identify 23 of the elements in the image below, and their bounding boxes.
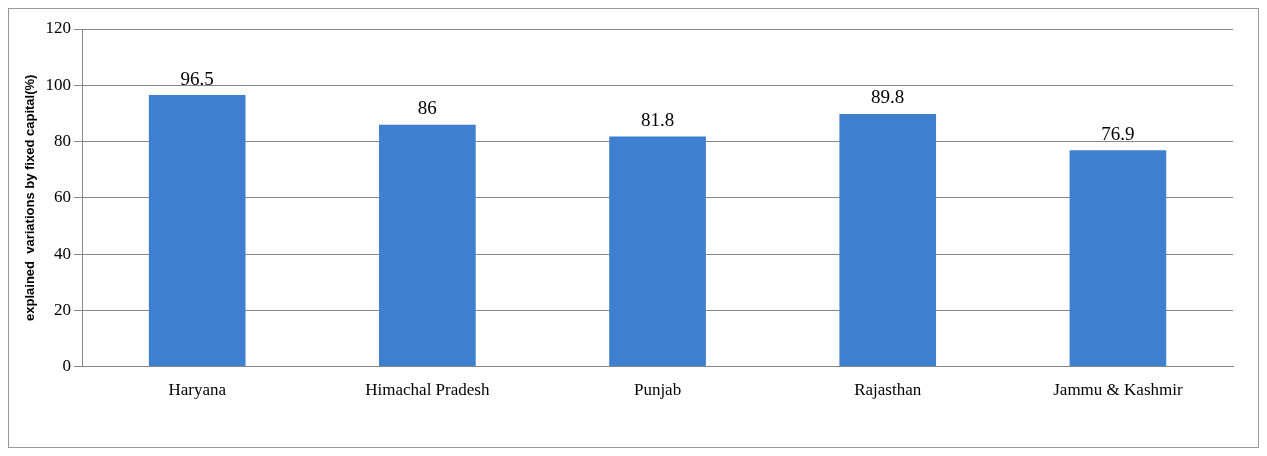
x-tick-label: Haryana	[168, 380, 227, 400]
y-tick-label: 20	[54, 299, 72, 319]
data-label: 81.8	[640, 108, 675, 130]
bar	[1069, 150, 1167, 367]
y-tick-label: 0	[62, 356, 72, 376]
x-tick-label: Punjab	[633, 380, 682, 400]
x-tick-label: Jammu & Kashmir	[1053, 380, 1183, 400]
y-tick-label: 60	[54, 187, 72, 207]
y-tick-label: 40	[54, 243, 72, 263]
bar	[379, 124, 476, 367]
y-tick-label: 120	[45, 18, 72, 38]
data-label: 76.9	[1101, 122, 1135, 144]
x-tick-label: Rajasthan	[854, 380, 922, 400]
data-label: 89.8	[871, 86, 905, 108]
bar	[839, 113, 937, 367]
x-tick-label: Himachal Pradesh	[365, 380, 490, 400]
bar	[148, 95, 246, 367]
data-label: 86	[417, 97, 437, 119]
y-axis-title: explained variations by fixed capital(%)	[22, 74, 38, 321]
data-label: 96.5	[180, 67, 214, 89]
y-tick-label: 80	[54, 131, 72, 150]
bar	[609, 136, 706, 367]
y-tick-label: 100	[45, 74, 72, 94]
